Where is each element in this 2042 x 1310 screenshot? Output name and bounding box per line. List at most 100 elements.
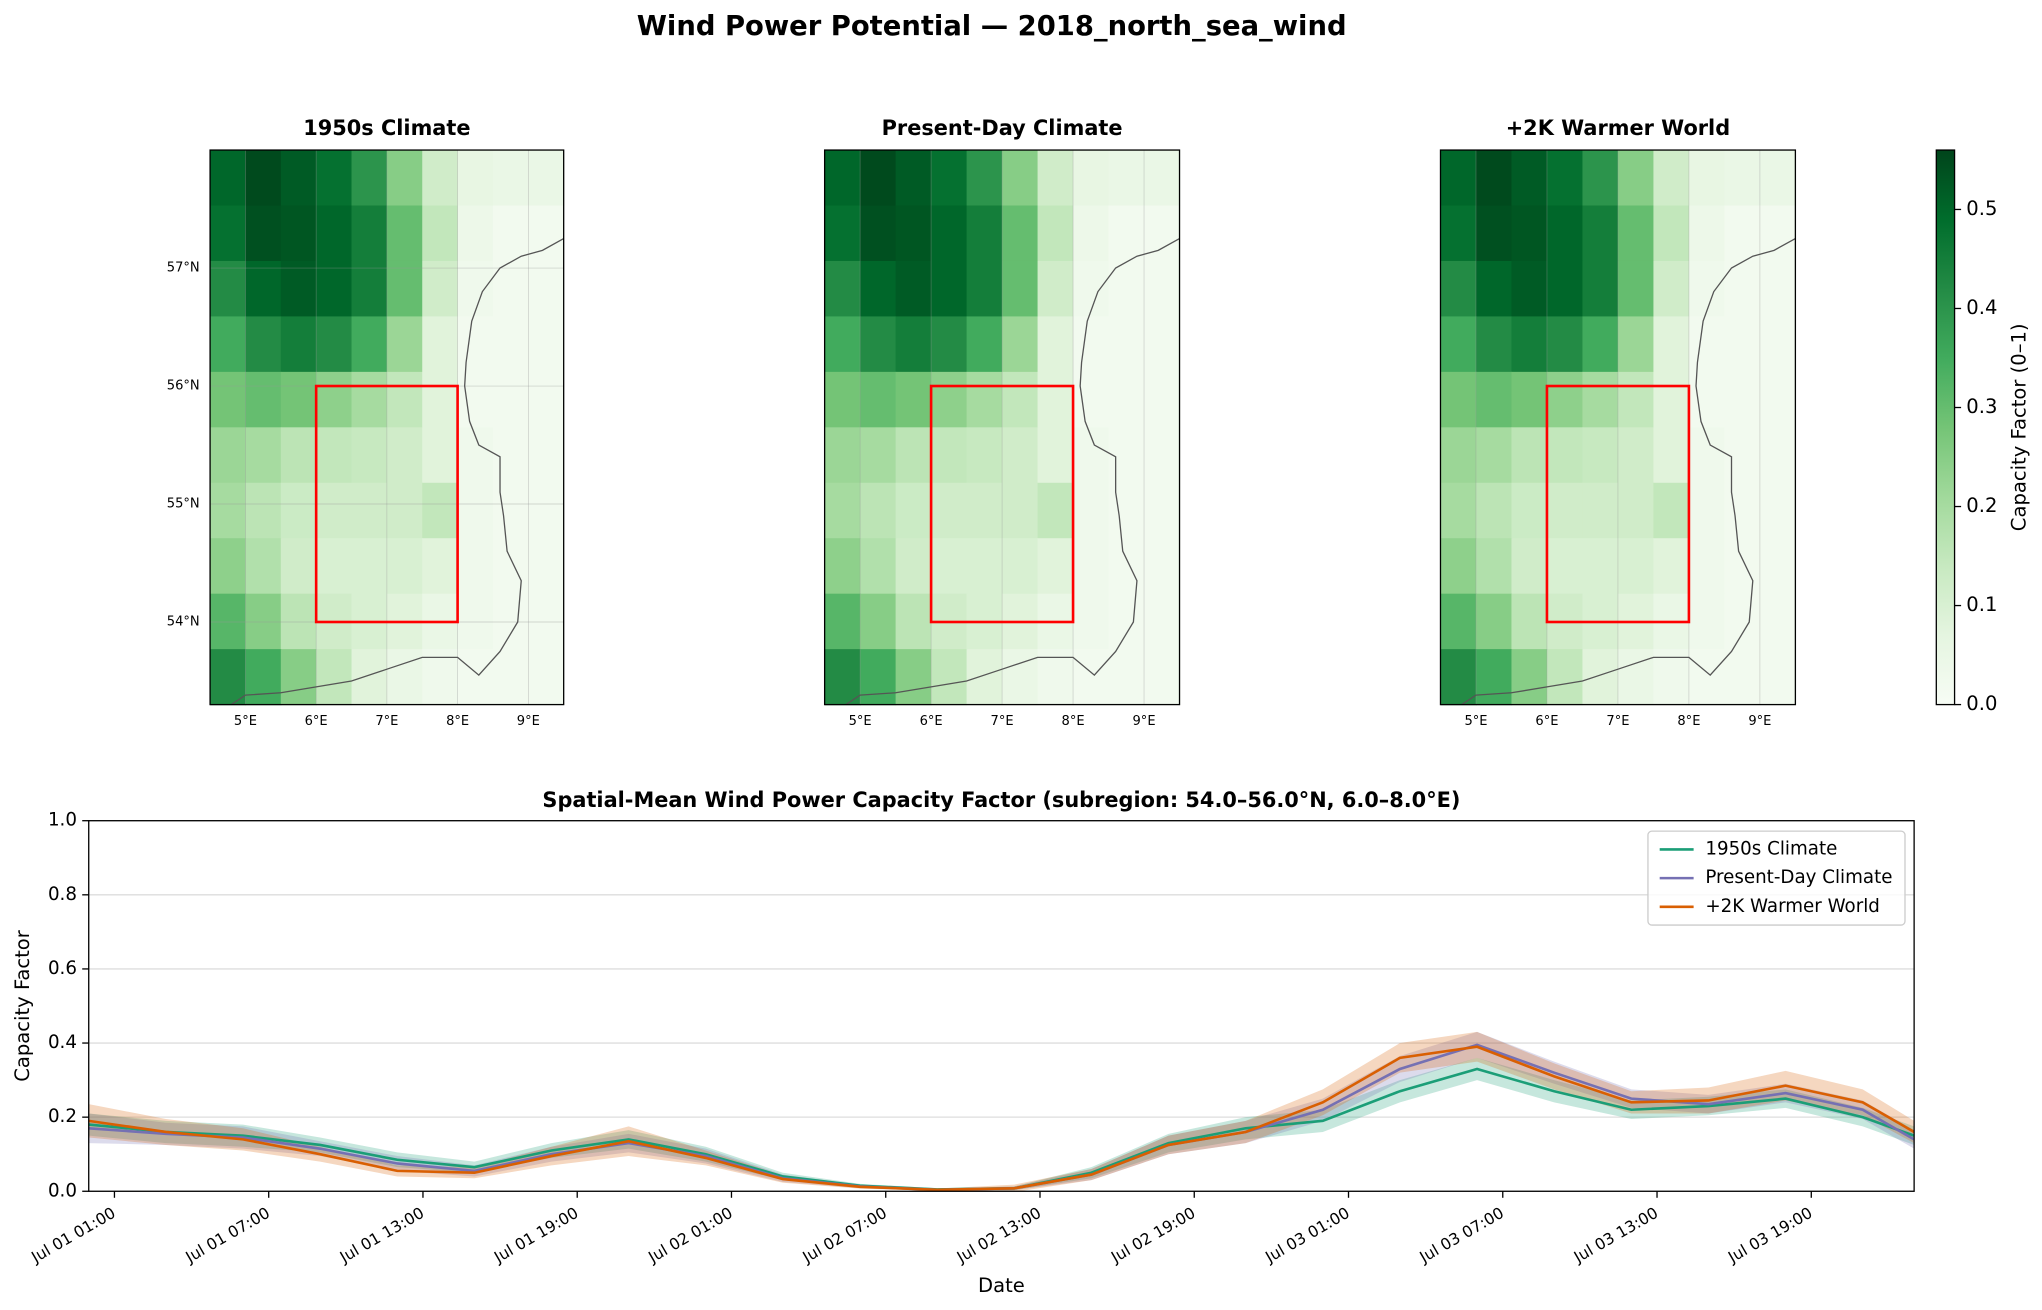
heat-cell [1475, 482, 1513, 539]
heat-cell [1144, 316, 1181, 373]
heat-cell [1037, 538, 1074, 595]
heat-cell [1511, 593, 1548, 650]
heat-cell [1546, 150, 1584, 207]
x-tick-label: 8°E [446, 714, 469, 729]
x-tick-label: Jul 02 07:00 [798, 1203, 890, 1267]
heat-cell [422, 538, 459, 595]
heat-cell [1073, 649, 1110, 706]
x-tick-label: 9°E [1133, 714, 1156, 729]
heat-cell [210, 150, 247, 207]
heat-cell [1759, 316, 1797, 373]
heat-cell [457, 649, 494, 706]
heat-cell [1002, 371, 1039, 428]
heat-cell [1144, 538, 1181, 595]
heat-cell [386, 538, 423, 595]
heat-cell [210, 260, 247, 318]
heat-cell [210, 316, 247, 373]
heat-cell [351, 538, 388, 595]
x-tick-label: 6°E [1535, 714, 1558, 729]
x-tick-label: Jul 01 19:00 [490, 1203, 582, 1267]
legend-box [1647, 830, 1906, 926]
heat-cell [1002, 427, 1039, 484]
heat-cell [1440, 427, 1477, 484]
heat-cell [1617, 205, 1655, 262]
heat-cell [1688, 205, 1726, 262]
heat-cell [1653, 371, 1690, 428]
heat-cell [1653, 260, 1690, 318]
x-tick-label: 7°E [375, 714, 398, 729]
heat-cell [1108, 427, 1145, 484]
heat-cell [210, 649, 247, 706]
heat-cell [1037, 316, 1074, 373]
heat-cell [386, 150, 423, 207]
y-tick-label: 0.0 [48, 1180, 77, 1201]
heat-cell [492, 538, 529, 595]
heat-cell [1108, 371, 1145, 428]
heat-cell [895, 371, 932, 428]
heat-cell [1688, 538, 1726, 595]
heat-cell [316, 371, 353, 428]
heat-cell [245, 482, 282, 539]
heat-cell [1653, 427, 1690, 484]
heat-cell [1617, 427, 1655, 484]
heat-cell [1724, 593, 1761, 650]
heat-cell [1617, 316, 1655, 373]
heat-cell [1724, 150, 1761, 207]
heat-cell [1002, 150, 1039, 207]
heat-cell [457, 538, 494, 595]
heat-cell [1617, 482, 1655, 539]
heat-cell [860, 649, 897, 706]
heat-cell [1582, 260, 1619, 318]
heat-cell [895, 427, 932, 484]
heat-cell [860, 205, 897, 262]
heat-cell [316, 205, 353, 262]
heat-cell [895, 260, 932, 318]
heat-cell [422, 482, 459, 539]
heat-cell [1617, 150, 1655, 207]
colorbar-tick-label: 0.2 [1966, 494, 1997, 517]
heat-cell [386, 427, 423, 484]
heat-cell [210, 427, 247, 484]
heat-cell [931, 205, 968, 262]
heat-cell [1759, 593, 1797, 650]
heat-cell [1144, 150, 1181, 207]
y-tick-label: 0.8 [48, 884, 77, 905]
x-tick-label: Jul 01 07:00 [181, 1203, 273, 1267]
x-tick-label: 7°E [991, 714, 1014, 729]
heat-cell [860, 316, 897, 373]
x-axis-label: Date [978, 1274, 1025, 1297]
heat-cell [1759, 260, 1797, 318]
heat-cell [280, 427, 317, 484]
x-tick-label: Jul 03 01:00 [1261, 1203, 1353, 1267]
heat-cell [1724, 649, 1761, 706]
heat-cell [860, 482, 897, 539]
heat-cell [824, 482, 861, 539]
heat-cell [351, 427, 388, 484]
heat-cell [966, 150, 1003, 207]
x-tick-label: Jul 01 01:00 [27, 1203, 119, 1267]
y-tick-label: 54°N [167, 614, 200, 629]
heat-cell [824, 371, 861, 428]
heat-cell [824, 316, 861, 373]
heat-cell [1475, 205, 1513, 262]
heat-cell [210, 205, 247, 262]
heat-cell [492, 649, 529, 706]
heat-cell [1653, 482, 1690, 539]
y-tick-label: 0.2 [48, 1106, 77, 1127]
heat-cell [245, 150, 282, 207]
heat-cell [1582, 316, 1619, 373]
heat-cell [316, 150, 353, 207]
heat-cell [1582, 427, 1619, 484]
heat-cell [1073, 371, 1110, 428]
heat-cell [245, 538, 282, 595]
heat-cell [824, 593, 861, 650]
heat-cell [931, 538, 968, 595]
series-line [88, 1067, 1915, 1191]
heat-cell [931, 316, 968, 373]
heat-cell [422, 649, 459, 706]
heat-cell [1108, 538, 1145, 595]
heat-cell [528, 316, 565, 373]
map-title: Present-Day Climate [882, 116, 1123, 140]
heat-cell [1144, 371, 1181, 428]
x-tick-label: 8°E [1062, 714, 1085, 729]
